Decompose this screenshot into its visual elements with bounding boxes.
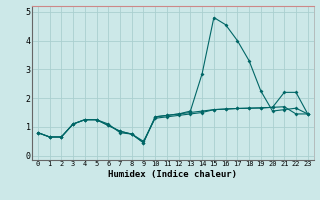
X-axis label: Humidex (Indice chaleur): Humidex (Indice chaleur) bbox=[108, 170, 237, 179]
